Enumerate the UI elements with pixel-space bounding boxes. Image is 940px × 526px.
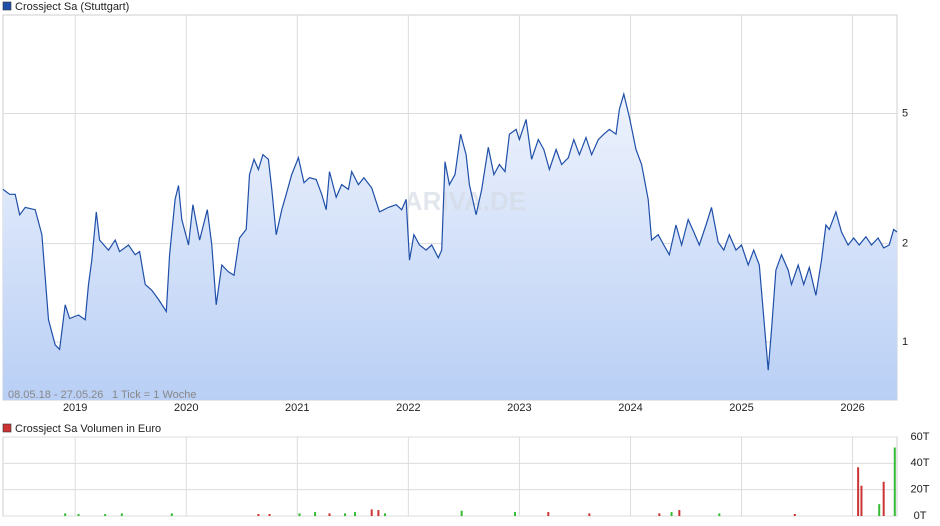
volume-bar <box>882 481 885 516</box>
legend-label: Crossject Sa (Stuttgart) <box>15 1 129 13</box>
y-tick-label: 0T <box>914 510 927 522</box>
volume-bar <box>857 467 860 516</box>
volume-bar <box>460 510 463 516</box>
x-tick-label: 2023 <box>507 402 531 414</box>
y-tick-label: 1 <box>902 336 908 348</box>
volume-bar <box>678 510 681 516</box>
volume-bar <box>354 512 357 516</box>
legend-label: Crossject Sa Volumen in Euro <box>15 423 161 435</box>
volume-bar <box>77 514 80 516</box>
x-tick-label: 2021 <box>285 402 309 414</box>
legend-swatch <box>2 423 12 433</box>
volume-bar <box>513 512 516 516</box>
x-tick-label: 2026 <box>840 402 864 414</box>
price-area <box>3 94 897 400</box>
volume-bar <box>878 504 881 516</box>
legend-swatch <box>2 1 12 11</box>
volume-bar <box>860 485 863 516</box>
volume-bar <box>377 510 380 516</box>
y-tick-label: 5 <box>902 107 908 119</box>
x-tick-label: 2019 <box>63 402 87 414</box>
x-tick-label: 2022 <box>396 402 420 414</box>
volume-bar <box>120 513 123 516</box>
y-tick-label: 2 <box>902 238 908 250</box>
volume-bar <box>658 513 661 516</box>
volume-bar <box>384 513 387 516</box>
y-tick-label: 20T <box>911 484 930 496</box>
tick-note: 1 Tick = 1 Woche <box>112 389 196 401</box>
x-tick-label: 2024 <box>618 402 642 414</box>
y-tick-label: 40T <box>911 457 930 469</box>
volume-bar <box>718 513 721 516</box>
volume-bar <box>370 509 373 516</box>
volume-bar <box>314 512 317 516</box>
volume-bar <box>588 513 591 516</box>
volume-bar <box>793 514 796 516</box>
volume-bar <box>893 447 896 516</box>
price-line <box>2 91 898 371</box>
volume-plot-frame <box>2 436 898 517</box>
volume-bar <box>298 513 301 516</box>
x-tick-label: 2025 <box>729 402 753 414</box>
volume-bar <box>64 513 67 516</box>
range-label: 08.05.18 - 27.05.26 <box>8 389 103 401</box>
volume-bar <box>328 513 331 516</box>
volume-bar <box>104 514 107 516</box>
volume-bar <box>170 513 173 516</box>
watermark: ARIVA.DE <box>404 186 526 216</box>
x-tick-label: 2020 <box>174 402 198 414</box>
volume-bar <box>257 514 260 516</box>
volume-bar <box>268 514 271 516</box>
y-tick-label: 60T <box>911 431 930 443</box>
volume-bar <box>547 512 550 516</box>
volume-bar <box>670 512 673 516</box>
volume-bar <box>344 513 347 516</box>
